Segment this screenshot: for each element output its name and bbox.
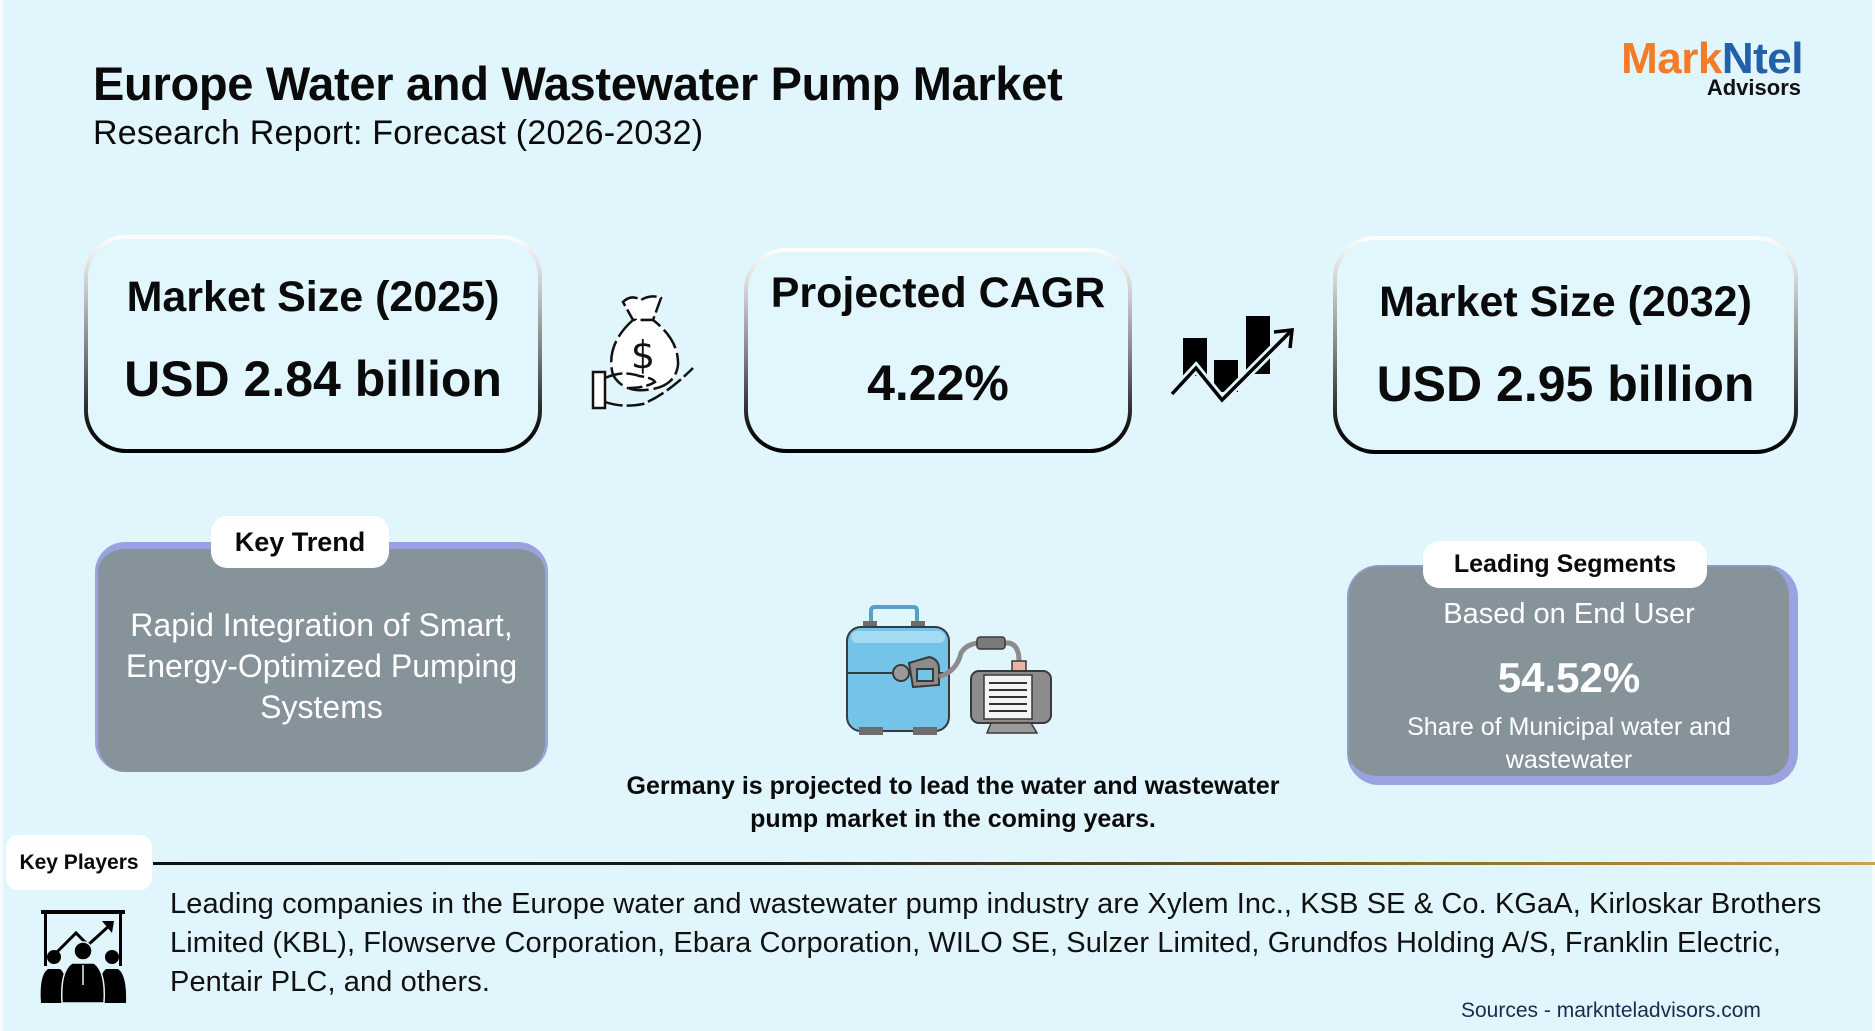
key-players-label: Key Players xyxy=(6,835,152,890)
water-pump-icon xyxy=(841,605,1071,735)
segment-basis: Based on End User xyxy=(1443,598,1695,630)
business-team-growth-icon xyxy=(36,905,131,1005)
brand-logo: MarkNtel Advisors xyxy=(1593,36,1803,100)
stat-value: USD 2.84 billion xyxy=(124,351,502,407)
stat-value: USD 2.95 billion xyxy=(1376,356,1755,412)
section-divider xyxy=(153,862,1875,865)
stat-label: Projected CAGR xyxy=(770,268,1106,317)
key-trend-box: Rapid Integration of Smart, Energy-Optim… xyxy=(95,542,548,772)
segment-share-value: 54.52% xyxy=(1497,654,1641,701)
logo-part-ntel: Ntel xyxy=(1721,34,1804,83)
key-players-text: Leading companies in the Europe water an… xyxy=(170,888,1822,998)
stat-label: Market Size (2032) xyxy=(1379,278,1752,326)
logo-wordmark: MarkNtel xyxy=(1621,36,1803,82)
region-caption: Germany is projected to lead the water a… xyxy=(626,772,1280,833)
stat-card-market-size-2025: Market Size (2025) USD 2.84 billion xyxy=(84,235,542,453)
leading-segments-label: Leading Segments xyxy=(1423,541,1707,588)
stat-card-projected-cagr: Projected CAGR 4.22% xyxy=(744,248,1132,453)
segment-description: Share of Municipal water and wastewater xyxy=(1407,713,1731,774)
key-trend-text: Rapid Integration of Smart, Energy-Optim… xyxy=(125,607,518,725)
sources-footnote: Sources - marknteladvisors.com xyxy=(1461,999,1761,1022)
stat-card-market-size-2032: Market Size (2032) USD 2.95 billion xyxy=(1333,236,1798,454)
money-bag-in-hand-icon: $ xyxy=(583,290,703,415)
leading-segments-box: Based on End User 54.52% Share of Munici… xyxy=(1347,565,1798,785)
growth-chart-arrow-icon xyxy=(1166,306,1301,407)
stat-value: 4.22% xyxy=(867,354,1009,411)
svg-text:$: $ xyxy=(631,333,655,377)
page-title: Europe Water and Wastewater Pump Market xyxy=(93,57,1063,110)
page-subtitle: Research Report: Forecast (2026-2032) xyxy=(93,114,704,152)
key-trend-label: Key Trend xyxy=(211,516,389,568)
logo-subtext: Advisors xyxy=(1706,75,1801,100)
logo-part-mark: Mark xyxy=(1621,34,1722,83)
stat-label: Market Size (2025) xyxy=(126,273,500,321)
